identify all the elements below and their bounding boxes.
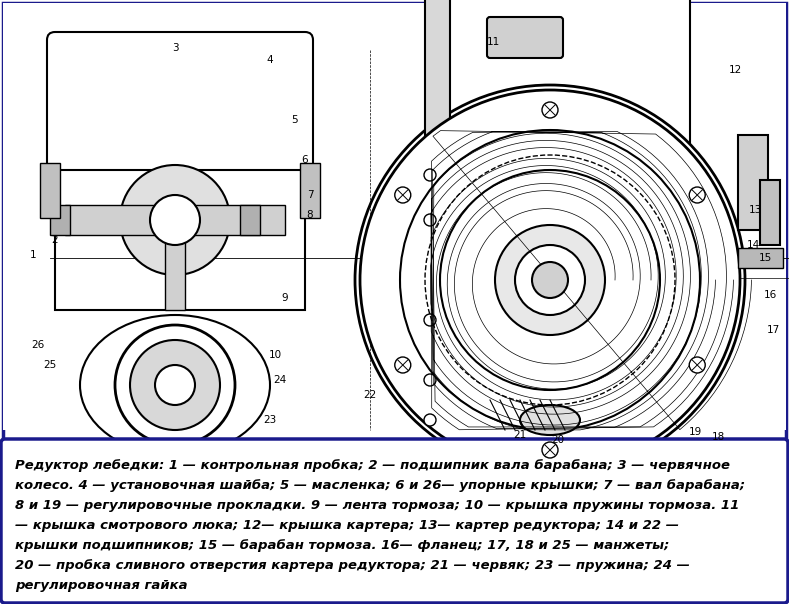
Text: 17: 17: [766, 325, 780, 335]
Text: 6: 6: [301, 155, 308, 165]
Circle shape: [515, 245, 585, 315]
Text: крышки подшипников; 15 — барабан тормоза. 16— фланец; 17, 18 и 25 — манжеты;: крышки подшипников; 15 — барабан тормоза…: [15, 539, 669, 552]
Circle shape: [394, 357, 411, 373]
Text: 2: 2: [52, 235, 58, 245]
Text: 10: 10: [268, 350, 282, 360]
Bar: [425, 0, 450, 165]
Circle shape: [424, 169, 436, 181]
Bar: [240, 205, 260, 235]
Circle shape: [130, 340, 220, 430]
Bar: [738, 135, 768, 230]
Text: Редуктор лебедки: 1 — контрольная пробка; 2 — подшипник вала барабана; 3 — червя: Редуктор лебедки: 1 — контрольная пробка…: [15, 459, 730, 472]
Text: — крышка смотрового люка; 12— крышка картера; 13— картер редуктора; 14 и 22 —: — крышка смотрового люка; 12— крышка кар…: [15, 519, 679, 532]
Text: 3: 3: [172, 43, 178, 53]
Circle shape: [690, 187, 705, 203]
Text: 13: 13: [749, 205, 761, 215]
Text: регулировочная гайка: регулировочная гайка: [15, 579, 188, 592]
FancyBboxPatch shape: [3, 3, 786, 601]
Text: 19: 19: [688, 427, 701, 437]
Text: 15: 15: [758, 253, 772, 263]
Circle shape: [495, 225, 605, 335]
Text: 20: 20: [552, 435, 565, 445]
FancyBboxPatch shape: [1, 439, 788, 603]
Text: 14: 14: [746, 240, 760, 250]
Text: 8: 8: [307, 210, 313, 220]
Bar: [40, 163, 60, 218]
Bar: [165, 230, 185, 310]
Bar: [50, 205, 70, 235]
Bar: [430, 0, 690, 160]
Circle shape: [155, 365, 195, 405]
FancyBboxPatch shape: [47, 32, 313, 178]
Text: 1: 1: [30, 250, 36, 260]
Circle shape: [690, 357, 705, 373]
Circle shape: [424, 414, 436, 426]
Circle shape: [532, 262, 568, 298]
Text: 11: 11: [486, 37, 499, 47]
Circle shape: [424, 374, 436, 386]
Text: 4: 4: [267, 55, 273, 65]
Circle shape: [424, 314, 436, 326]
Text: 26: 26: [32, 340, 45, 350]
Text: 8 и 19 — регулировочные прокладки. 9 — лента тормоза; 10 — крышка пружины тормоз: 8 и 19 — регулировочные прокладки. 9 — л…: [15, 499, 739, 512]
Ellipse shape: [80, 315, 270, 455]
Text: 25: 25: [43, 360, 57, 370]
Bar: [738, 248, 783, 268]
Circle shape: [355, 85, 745, 475]
Text: 7: 7: [307, 190, 313, 200]
Circle shape: [424, 214, 436, 226]
Circle shape: [394, 187, 411, 203]
Text: 24: 24: [273, 375, 286, 385]
Ellipse shape: [520, 405, 580, 435]
Text: 5: 5: [292, 115, 298, 125]
FancyBboxPatch shape: [487, 17, 563, 58]
Bar: [300, 163, 320, 218]
Text: 9: 9: [282, 293, 288, 303]
Text: 18: 18: [712, 432, 724, 442]
Bar: [55, 170, 305, 310]
Text: 22: 22: [364, 390, 376, 400]
Circle shape: [542, 442, 558, 458]
Text: 12: 12: [728, 65, 742, 75]
Circle shape: [115, 325, 235, 445]
Bar: [65, 205, 285, 235]
Circle shape: [120, 165, 230, 275]
Text: колесо. 4 — установочная шайба; 5 — масленка; 6 и 26— упорные крышки; 7 — вал ба: колесо. 4 — установочная шайба; 5 — масл…: [15, 479, 745, 492]
Bar: [760, 180, 780, 245]
Circle shape: [360, 90, 740, 470]
Text: 23: 23: [264, 415, 277, 425]
Text: 16: 16: [764, 290, 776, 300]
Text: 20 — пробка сливного отверстия картера редуктора; 21 — червяк; 23 — пружина; 24 : 20 — пробка сливного отверстия картера р…: [15, 559, 690, 572]
Text: 21: 21: [514, 430, 526, 440]
Bar: [3, 3, 786, 430]
Circle shape: [542, 102, 558, 118]
Circle shape: [150, 195, 200, 245]
